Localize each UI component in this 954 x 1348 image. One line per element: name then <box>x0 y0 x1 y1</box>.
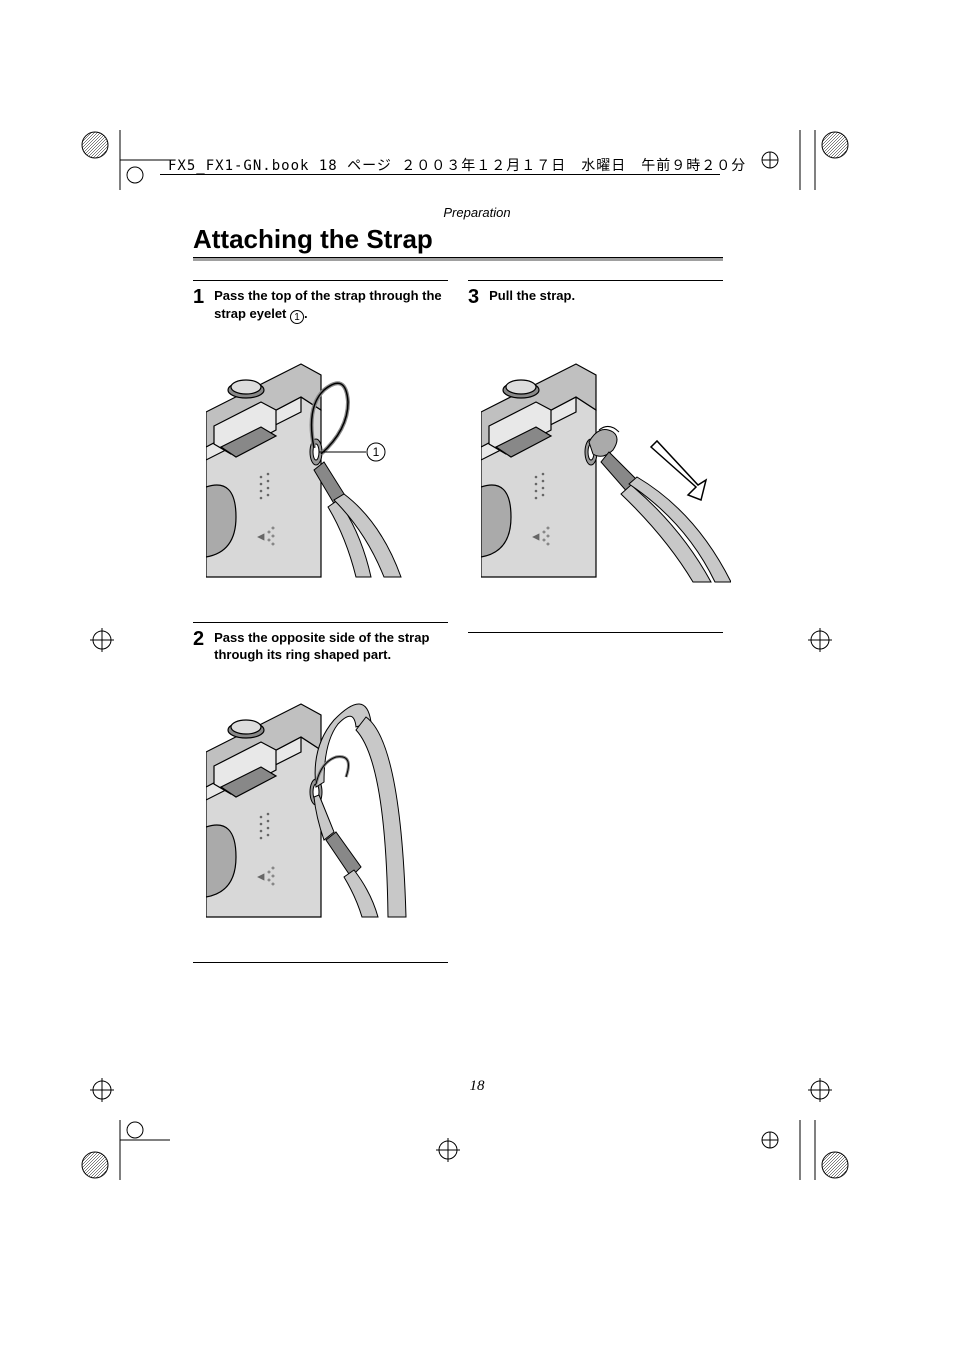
page-number: 18 <box>0 1078 954 1095</box>
reg-mark-ml <box>82 620 122 660</box>
step-1-number: 1 <box>193 287 204 307</box>
step-2-number: 2 <box>193 629 204 649</box>
section-label: Preparation <box>0 205 954 220</box>
step-3-text: Pull the strap. <box>489 287 575 305</box>
right-column: 3 Pull the strap. <box>468 280 723 983</box>
title-underline <box>193 258 723 261</box>
content-columns: 1 Pass the top of the strap through the … <box>193 280 723 983</box>
step-3-number: 3 <box>468 287 479 307</box>
page-title: Attaching the Strap <box>193 224 433 255</box>
crop-mark-bl <box>70 1120 170 1180</box>
step-3: 3 Pull the strap. <box>468 280 723 633</box>
step-2-figure <box>206 692 436 942</box>
step-1-text: Pass the top of the strap through the st… <box>214 287 448 324</box>
left-column: 1 Pass the top of the strap through the … <box>193 280 448 983</box>
step-1: 1 Pass the top of the strap through the … <box>193 280 448 602</box>
callout-1: 1 <box>372 445 379 459</box>
step-3-figure <box>481 352 711 612</box>
crop-mark-tl <box>70 130 170 190</box>
step-3-bottom-rule <box>468 632 723 633</box>
circled-1-inline: 1 <box>290 310 304 324</box>
crop-mark-br <box>720 1120 860 1180</box>
step-2-text: Pass the opposite side of the strap thro… <box>214 629 448 664</box>
step-2-bottom-rule <box>193 962 448 963</box>
book-header: FX5_FX1-GN.book 18 ページ ２００３年１２月１７日 水曜日 午… <box>168 155 746 175</box>
step-1-figure: 1 <box>206 352 436 602</box>
reg-mark-mr <box>800 620 840 660</box>
header-rule <box>160 174 720 175</box>
reg-mark-bc <box>428 1130 468 1170</box>
step-2: 2 Pass the opposite side of the strap th… <box>193 622 448 963</box>
